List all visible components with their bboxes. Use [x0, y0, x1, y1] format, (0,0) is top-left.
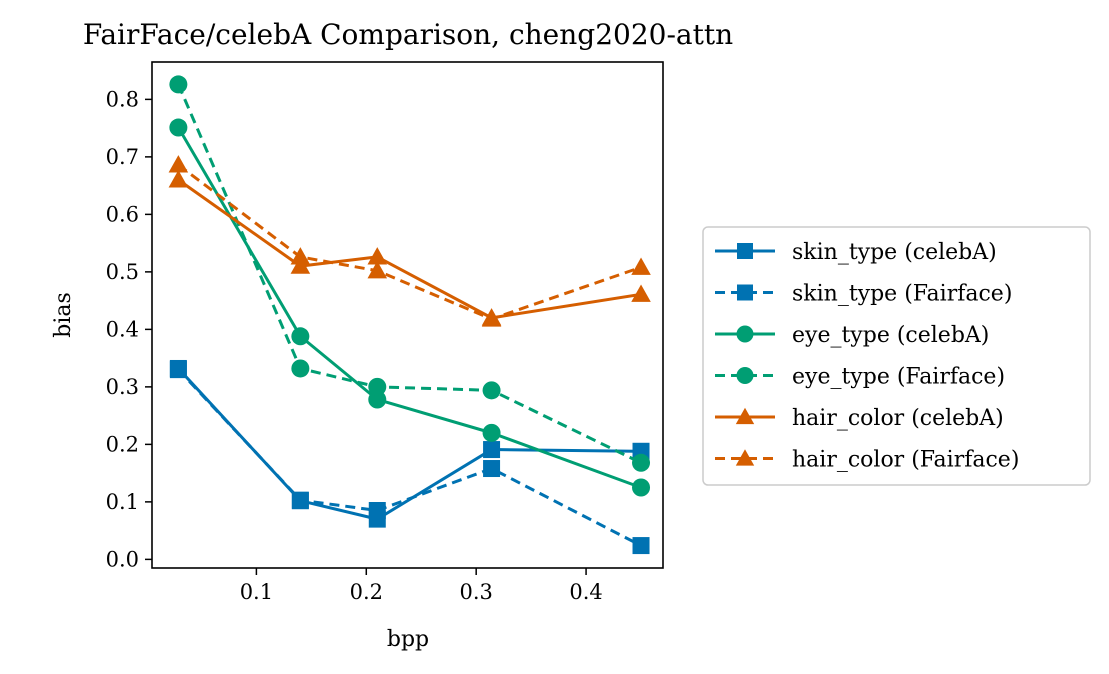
x-tick-label: 0.4 — [569, 580, 602, 604]
legend-entry: eye_type (Fairface) — [715, 365, 1005, 390]
legend-label: skin_type (Fairface) — [792, 282, 1012, 307]
data-point — [168, 170, 189, 188]
legend-label: eye_type (Fairface) — [792, 365, 1005, 390]
legend-marker — [736, 325, 754, 343]
legend-marker — [737, 243, 753, 259]
legend-entry: hair_color (Fairface) — [715, 448, 1019, 473]
plot-frame — [151, 61, 664, 569]
y-tick-label: 0.6 — [106, 202, 139, 226]
x-tick-label: 0.3 — [459, 580, 492, 604]
y-axis: 0.0 0.1 0.2 0.3 0.4 0.5 0.6 0.7 0.8 — [106, 87, 152, 571]
data-point — [169, 361, 187, 379]
data-point — [631, 257, 651, 275]
data-point — [290, 256, 311, 274]
series-skin-type-fairface — [169, 361, 650, 555]
data-point — [483, 460, 501, 478]
legend-label: skin_type (celebA) — [792, 240, 997, 265]
y-tick-label: 0.3 — [106, 375, 139, 399]
y-tick-label: 0.7 — [106, 145, 139, 169]
data-point — [483, 441, 501, 459]
x-axis-label: bpp — [387, 627, 429, 652]
legend-label: eye_type (celebA) — [792, 323, 989, 348]
legend-label: hair_color (Fairface) — [792, 448, 1019, 473]
y-tick-label: 0.8 — [106, 87, 139, 111]
data-point — [168, 155, 189, 173]
data-point — [291, 327, 310, 346]
series-eye-type-celeba — [169, 118, 651, 497]
series-eye-type-fairface — [169, 75, 651, 472]
plot-series — [168, 75, 651, 555]
data-point — [169, 118, 188, 137]
data-point — [482, 381, 501, 400]
legend-entry: hair_color (celebA) — [715, 406, 1004, 431]
data-point — [290, 247, 311, 265]
legend-entry: skin_type (celebA) — [715, 240, 997, 265]
data-point — [481, 309, 502, 327]
x-tick-label: 0.2 — [350, 580, 383, 604]
y-tick-label: 0.0 — [106, 547, 139, 571]
data-point — [367, 247, 388, 265]
data-point — [631, 284, 651, 302]
data-point — [368, 377, 387, 396]
legend: skin_type (celebA) skin_type (Fairface) ey… — [702, 226, 1091, 486]
y-tick-label: 0.5 — [106, 260, 139, 284]
data-point — [291, 491, 309, 509]
legend-marker — [737, 284, 753, 301]
data-point — [482, 423, 501, 442]
x-axis: 0.1 0.2 0.3 0.4 — [240, 568, 603, 604]
data-point — [291, 359, 310, 378]
data-point — [367, 260, 388, 279]
data-point — [632, 453, 651, 472]
legend-entry: eye_type (celebA) — [715, 323, 989, 348]
y-axis-label: bias — [51, 292, 76, 338]
data-point — [368, 390, 387, 409]
legend-marker — [736, 367, 754, 384]
legend-marker — [735, 449, 755, 466]
data-point — [632, 478, 651, 497]
x-tick-label: 0.1 — [240, 580, 273, 604]
legend-box — [702, 226, 1091, 486]
data-point — [368, 502, 386, 519]
legend-marker — [735, 407, 755, 425]
chart-title: FairFace/celebA Comparison, cheng2020-at… — [83, 18, 733, 51]
data-point — [169, 75, 188, 94]
data-point — [632, 537, 650, 555]
legend-label: hair_color (celebA) — [792, 406, 1004, 431]
series-hair-color-fairface — [168, 155, 651, 327]
y-tick-label: 0.2 — [106, 432, 139, 456]
legend-entry: skin_type (Fairface) — [715, 282, 1012, 307]
y-tick-label: 0.1 — [106, 490, 139, 514]
y-tick-label: 0.4 — [106, 317, 139, 341]
